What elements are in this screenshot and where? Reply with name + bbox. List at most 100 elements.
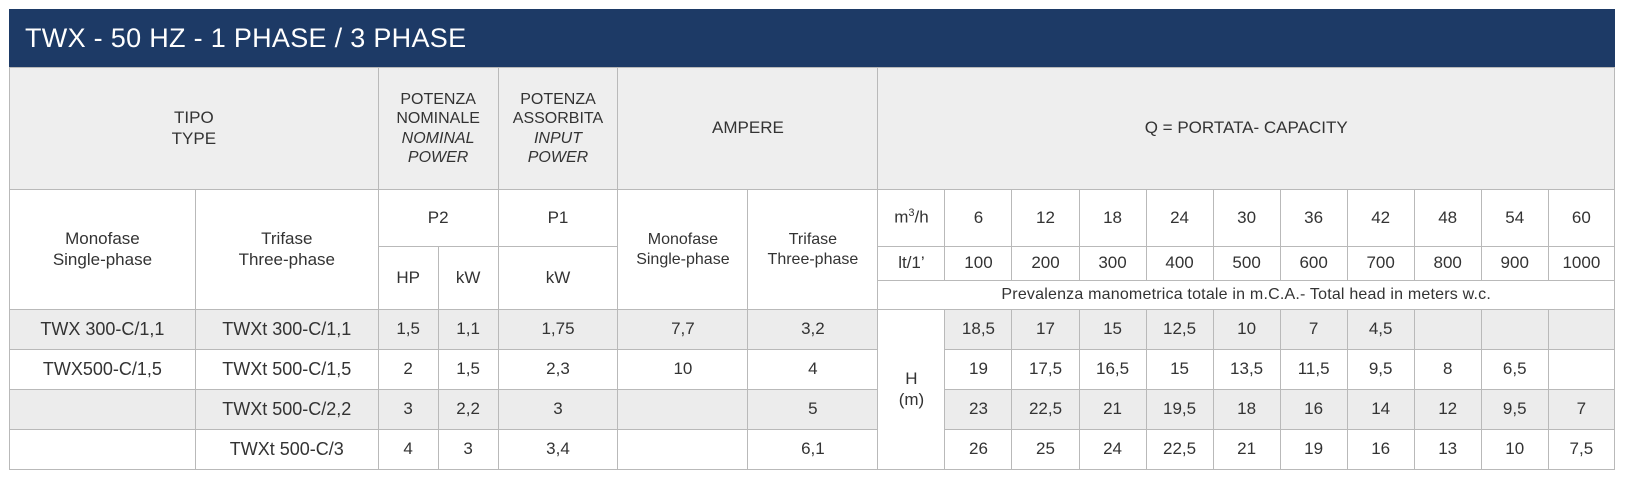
lt-value: 100 [944, 246, 1013, 281]
single-phase-label: Single-phase [52, 249, 153, 269]
m3h-value: 36 [1279, 189, 1348, 247]
head-value: 9,5 [1480, 389, 1549, 430]
m3h-value: 54 [1480, 189, 1549, 247]
head-value [1547, 349, 1616, 390]
head-value: 18 [1212, 389, 1281, 430]
table-row: TWXt 500-C/2,2 3 2,2 3 5 23 22,5 21 19,5… [9, 389, 1616, 430]
head-value [1547, 309, 1616, 350]
pump-table-container: TWX - 50 HZ - 1 PHASE / 3 PHASE TIPO TYP… [9, 9, 1616, 470]
table-title: TWX - 50 HZ - 1 PHASE / 3 PHASE [9, 9, 1615, 67]
head-value: 16 [1279, 389, 1348, 430]
header-row-2: Monofase Single-phase Trifase Three-phas… [9, 189, 1616, 310]
head-value: 11,5 [1279, 349, 1348, 390]
head-value: 13 [1413, 429, 1482, 470]
hp-value: 3 [377, 389, 439, 430]
m3h-value: 18 [1078, 189, 1147, 247]
head-unit-label: (m) [898, 389, 925, 409]
trifase-label: Trifase [261, 229, 313, 249]
three-phase-model: TWXt 500-C/3 [194, 429, 379, 470]
header-row-3: HP kW kW lt/1’ 100 200 300 400 500 600 7… [10, 246, 1616, 310]
ampere-single-value [617, 429, 749, 470]
ampere-single-phase-header: Monofase Single-phase [617, 189, 749, 310]
lt-unit: lt/1’ [877, 246, 946, 281]
head-value [1413, 309, 1482, 350]
head-value: 7 [1279, 309, 1348, 350]
table-row: TWX500-C/1,5 TWXt 500-C/1,5 2 1,5 2,3 10… [9, 349, 1616, 390]
head-value: 15 [1145, 349, 1214, 390]
kw-p1-value: 2,3 [497, 349, 619, 390]
head-value: 8 [1413, 349, 1482, 390]
head-value: 9,5 [1346, 349, 1415, 390]
three-phase-label: Three-phase [238, 249, 335, 269]
total-head-caption: Prevalenza manometrica totale in m.C.A.-… [877, 280, 1615, 310]
head-value: 15 [1078, 309, 1147, 350]
potenza-nominale-line2: NOMINALE [396, 110, 480, 128]
head-value: 25 [1011, 429, 1080, 470]
m3h-value: 24 [1145, 189, 1214, 247]
nominal-power-line2: POWER [407, 148, 469, 166]
m3h-value: 30 [1212, 189, 1281, 247]
potenza-assorbita-line1: POTENZA [520, 91, 596, 109]
ampere-three-phase-header: Trifase Three-phase [747, 189, 879, 310]
head-value: 16,5 [1078, 349, 1147, 390]
head-value: 21 [1212, 429, 1281, 470]
head-value: 10 [1212, 309, 1281, 350]
kw-p2-value: 1,5 [437, 349, 499, 390]
head-value: 10 [1480, 429, 1549, 470]
head-value: 19 [1279, 429, 1348, 470]
lt-value: 400 [1145, 246, 1214, 281]
input-power-line2: POWER [527, 148, 589, 166]
three-phase-model: TWXt 500-C/2,2 [194, 389, 379, 430]
kw-p2-value: 3 [437, 429, 499, 470]
ampere-single-value: 10 [617, 349, 749, 390]
kw-p1-value: 3 [497, 389, 619, 430]
monofase-label: Monofase [65, 229, 140, 249]
three-phase-header: Trifase Three-phase [194, 189, 379, 310]
head-value: 6,5 [1480, 349, 1549, 390]
head-label: H (m) [877, 309, 946, 470]
pump-performance-table: TIPO TYPE POTENZA NOMINALE NOMINAL POWER… [9, 67, 1616, 470]
tipo-label: TIPO [174, 108, 214, 128]
p2-header: P2 [377, 189, 499, 247]
table-row: TWX 300-C/1,1 TWXt 300-C/1,1 1,5 1,1 1,7… [9, 309, 1616, 470]
ampere-three-value: 6,1 [747, 429, 879, 470]
potenza-nominale-line1: POTENZA [400, 91, 476, 109]
hp-value: 4 [377, 429, 439, 470]
head-value: 16 [1346, 429, 1415, 470]
head-value: 12 [1413, 389, 1482, 430]
lt-value: 700 [1346, 246, 1415, 281]
table-row: TWXt 500-C/3 4 3 3,4 6,1 26 25 24 22,5 2… [9, 429, 1616, 470]
head-value: 26 [944, 429, 1013, 470]
capacity-header: Q = PORTATA- CAPACITY [877, 67, 1615, 190]
kw-p1-header: kW [497, 246, 619, 310]
header-row-1: TIPO TYPE POTENZA NOMINALE NOMINAL POWER… [9, 67, 1615, 190]
head-value: 13,5 [1212, 349, 1281, 390]
ampere-trifase-label: Trifase [788, 231, 838, 249]
header-row-4: Prevalenza manometrica totale in m.C.A.-… [10, 280, 1615, 310]
ampere-header: AMPERE [617, 67, 879, 190]
head-value: 23 [944, 389, 1013, 430]
ampere-three-value: 3,2 [747, 309, 879, 350]
potenza-assorbita-line2: ASSORBITA [512, 110, 604, 128]
lt-value: 600 [1279, 246, 1348, 281]
m3h-value: 60 [1547, 189, 1616, 247]
m3h-value: 12 [1011, 189, 1080, 247]
single-phase-model [9, 429, 196, 470]
m3h-unit: m3/h [877, 189, 946, 247]
lt-value: 900 [1480, 246, 1549, 281]
head-value: 7,5 [1547, 429, 1616, 470]
lt-value: 800 [1413, 246, 1482, 281]
m3h-value: 48 [1413, 189, 1482, 247]
hp-value: 2 [377, 349, 439, 390]
head-value: 17,5 [1011, 349, 1080, 390]
head-value: 21 [1078, 389, 1147, 430]
p1-header: P1 [497, 189, 619, 247]
m3h-value: 42 [1346, 189, 1415, 247]
head-value: 19,5 [1145, 389, 1214, 430]
type-header: TIPO TYPE [9, 67, 379, 190]
kw-p2-header: kW [437, 246, 499, 310]
ampere-single-value [617, 389, 749, 430]
head-value: 22,5 [1011, 389, 1080, 430]
hp-value: 1,5 [377, 309, 439, 350]
head-value: 17 [1011, 309, 1080, 350]
